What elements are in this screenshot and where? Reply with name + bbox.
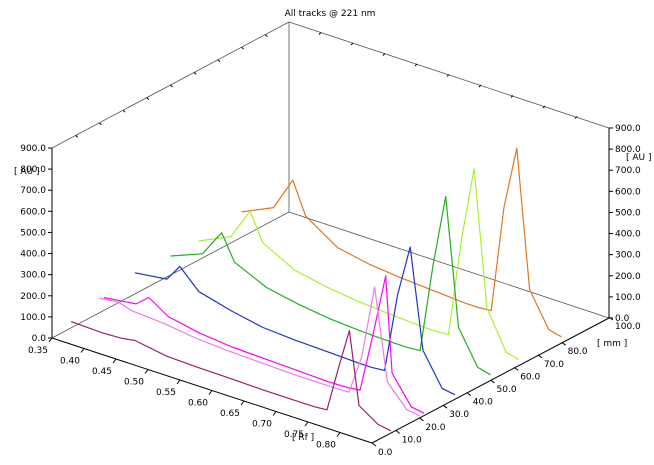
y-tick-label-right: 800.0: [615, 145, 641, 155]
x-tick-label: 0.35: [28, 346, 48, 356]
y-tick-label-left: 200.0: [20, 292, 46, 302]
y-tick-label-left: 800.0: [20, 165, 46, 175]
z-tick-label: 100.0: [615, 322, 641, 332]
y-tick-label-left: 900.0: [20, 144, 46, 154]
y-tick-label-right: 500.0: [615, 208, 641, 218]
axes: 0.00.0100.0100.0200.0200.0300.0300.0400.…: [20, 21, 641, 458]
x-tick: [272, 411, 277, 416]
y-axis-label: [ AU ]: [14, 167, 40, 177]
z-tick-label: 70.0: [544, 360, 564, 370]
top-left-tick: [264, 34, 268, 37]
z-tick-label: 20.0: [425, 423, 445, 433]
y-axis-label-right: [ AU ]: [626, 153, 652, 163]
top-left-tick: [75, 135, 79, 138]
x-tick: [336, 432, 341, 437]
y-tick-label-left: 600.0: [20, 207, 46, 217]
series-line: [241, 147, 562, 338]
y-tick-label-left: 300.0: [20, 271, 46, 281]
z-tick-label: 10.0: [402, 435, 422, 445]
z-tick: [466, 392, 472, 397]
z-tick: [442, 404, 448, 409]
z-tick-label: 60.0: [520, 372, 540, 382]
series-line: [70, 321, 392, 432]
top-back-tick: [382, 53, 386, 56]
x-tick-label: 0.50: [124, 378, 144, 388]
labels: All tracks @ 221 nm [ AU ] [ AU ] [ Rf ]…: [14, 9, 652, 443]
x-tick-label: 0.45: [92, 367, 112, 377]
z-axis-label: [ mm ]: [597, 339, 627, 349]
series-line: [198, 168, 520, 361]
z-tick-label: 50.0: [497, 385, 517, 395]
x-tick: [112, 358, 117, 364]
top-back-tick: [542, 105, 546, 109]
top-left-tick: [170, 84, 173, 88]
z-tick: [371, 442, 377, 447]
x-tick: [48, 337, 53, 343]
z-tick: [608, 316, 614, 321]
top-left-tick: [241, 46, 244, 50]
x-tick: [208, 390, 213, 395]
top-left-tick: [99, 122, 102, 126]
x-tick: [176, 379, 181, 385]
y-tick-label-right: 700.0: [615, 166, 641, 176]
y-tick-label-right: 600.0: [615, 187, 641, 197]
y-tick-label-right: 100.0: [615, 293, 641, 303]
x-tick-label: 0.65: [220, 409, 240, 419]
x-tick: [80, 348, 85, 353]
z-tick: [513, 366, 519, 371]
top-back-tick: [446, 74, 450, 77]
series-line: [103, 275, 425, 414]
top-back-tick: [414, 63, 418, 67]
y-tick-label-right: 300.0: [615, 251, 641, 261]
y-tick-label-left: 0.0: [32, 334, 47, 344]
x-tick: [144, 369, 149, 374]
top-left-tick: [122, 109, 126, 113]
series-line: [170, 195, 491, 376]
y-tick-label-right: 0.0: [615, 314, 630, 324]
y-tick-label-right: 900.0: [615, 124, 641, 134]
z-tick-label: 30.0: [449, 410, 469, 420]
x-tick-label: 0.80: [316, 441, 336, 451]
x-tick-label: 0.60: [188, 399, 208, 409]
top-left-tick: [217, 59, 221, 63]
top-back-tick: [318, 32, 322, 35]
z-tick-label: 0.0: [378, 448, 393, 458]
series-group: [70, 147, 562, 432]
y-tick-label-right: 400.0: [615, 230, 641, 240]
x-tick-label: 0.70: [252, 420, 272, 430]
x-tick: [304, 421, 309, 427]
x-tick-label: 0.55: [156, 388, 176, 398]
top-back-tick: [574, 116, 578, 119]
series-line: [99, 286, 420, 417]
z-tick: [419, 417, 424, 422]
z-tick-label: 40.0: [473, 398, 493, 408]
y-tick-label-left: 100.0: [20, 313, 46, 323]
top-back-tick: [510, 95, 514, 98]
y-tick-label-right: 200.0: [615, 272, 641, 282]
y-tick-label-left: 400.0: [20, 250, 46, 260]
x-axis-label: [ Rf ]: [292, 433, 314, 443]
x-tick-label: 0.75: [284, 430, 304, 440]
top-back-tick: [478, 84, 482, 88]
x-tick: [240, 400, 245, 406]
z-tick: [561, 341, 566, 346]
z-tick: [395, 429, 401, 434]
top-back-tick: [350, 42, 354, 46]
top-left-tick: [193, 72, 197, 75]
x-tick-label: 0.40: [60, 357, 80, 367]
y-tick-label-left: 500.0: [20, 228, 46, 238]
floor-back-edge: [288, 211, 610, 319]
z-tick-label: 80.0: [568, 347, 588, 357]
y-tick-label-left: 700.0: [20, 186, 46, 196]
z-tick: [537, 354, 543, 359]
top-left-tick: [146, 97, 150, 100]
chart-title: All tracks @ 221 nm: [285, 9, 376, 19]
z-tick: [490, 379, 495, 384]
series-line: [134, 246, 456, 396]
